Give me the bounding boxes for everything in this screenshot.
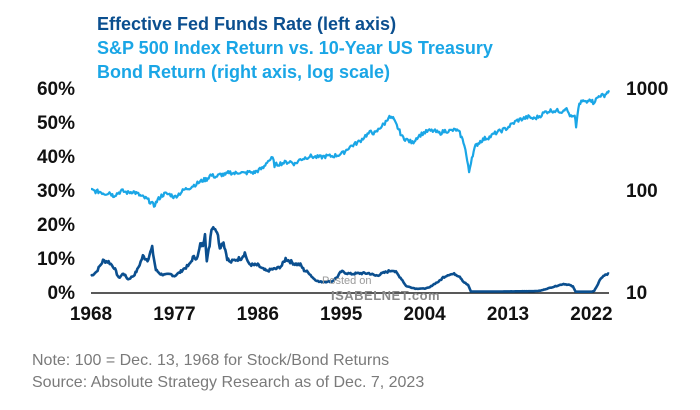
source-text: Source: Absolute Strategy Research as of…	[32, 374, 425, 391]
x-axis: 1968 1977 1986 1995 2004 2013 2022	[70, 304, 613, 325]
plot-lines	[90, 89, 611, 293]
left-tick-label: 50%	[37, 113, 75, 134]
chart-title-line-2: S&P 500 Index Return vs. 10-Year US Trea…	[97, 38, 493, 58]
x-tick-label: 1977	[153, 304, 195, 325]
left-tick-label: 60%	[37, 79, 75, 100]
watermark-isabelnet: ISABELNET.com	[331, 288, 441, 303]
x-tick-label: 1995	[320, 304, 363, 325]
chart-title-line-3: Bond Return (right axis, log scale)	[97, 62, 391, 82]
x-tick-label: 2004	[403, 304, 446, 325]
x-tick-label: 2022	[570, 304, 612, 325]
note-text: Note: 100 = Dec. 13, 1968 for Stock/Bond…	[32, 352, 390, 369]
sp500-vs-treasury-line	[90, 89, 611, 208]
left-tick-label: 40%	[37, 147, 75, 168]
watermark-posted-on: Posted on	[322, 275, 372, 287]
x-tick-label: 1986	[237, 304, 279, 325]
chart-title-line-1: Effective Fed Funds Rate (left axis)	[97, 14, 397, 34]
x-tick-label: 1968	[70, 304, 112, 325]
left-tick-label: 20%	[37, 215, 75, 236]
left-tick-label: 30%	[37, 181, 75, 202]
right-tick-label: 10	[626, 283, 647, 304]
x-tick-label: 2013	[487, 304, 529, 325]
left-tick-label: 10%	[37, 249, 75, 270]
fed-funds-rate-line	[90, 226, 610, 293]
left-axis: 0% 10% 20% 30% 40% 50% 60%	[37, 79, 75, 304]
right-axis: 10 100 1000	[626, 79, 668, 304]
right-tick-label: 1000	[626, 79, 668, 100]
right-tick-label: 100	[626, 181, 658, 202]
left-tick-label: 0%	[48, 283, 76, 304]
